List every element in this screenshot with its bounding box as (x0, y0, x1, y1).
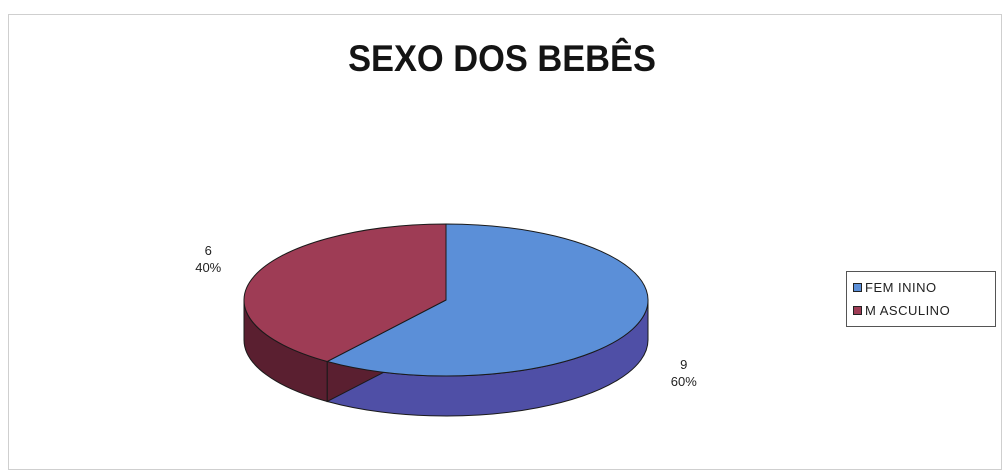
data-label-value-masculino: 6 (205, 243, 212, 258)
pie-slice-feminino (325, 223, 649, 377)
legend-item-masculino: M ASCULINO (853, 299, 995, 322)
data-label-percent-masculino: 40% (195, 260, 221, 275)
legend-label-feminino: FEM ININO (865, 280, 937, 295)
legend-label-masculino: M ASCULINO (865, 303, 951, 318)
data-label-value-feminino: 9 (680, 357, 687, 372)
legend-swatch-masculino (853, 306, 862, 315)
data-label-percent-feminino: 60% (671, 374, 697, 389)
legend-swatch-feminino (853, 283, 862, 292)
chart-legend: FEM ININO M ASCULINO (846, 271, 996, 327)
chart-title: SEXO DOS BEBÊS (348, 38, 656, 79)
pie-slice-masculino (243, 223, 447, 363)
legend-item-feminino: FEM ININO (853, 276, 995, 299)
